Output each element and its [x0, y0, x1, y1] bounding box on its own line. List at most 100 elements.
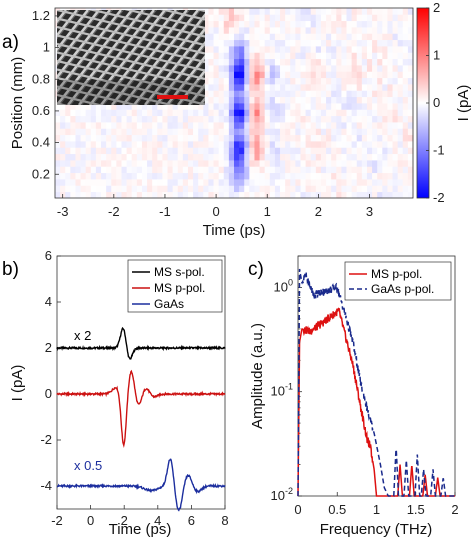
heatmap-cell	[331, 77, 337, 85]
heatmap-cell	[356, 65, 363, 72]
heatmap-cell	[269, 8, 276, 15]
heatmap-cell	[208, 147, 214, 155]
heatmap-cell	[356, 179, 363, 186]
heatmap-cell	[377, 33, 383, 41]
heatmap-cell	[280, 14, 286, 22]
lattice-shadow	[81, 10, 157, 105]
heatmap-cell	[336, 52, 342, 60]
heatmap-cell	[392, 128, 399, 136]
heatmap-cell	[111, 141, 117, 148]
heatmap-cell	[70, 160, 76, 167]
heatmap-cell	[203, 14, 209, 22]
heatmap-cell	[234, 103, 240, 110]
heatmap-cell	[208, 179, 214, 186]
heatmap-cell	[239, 134, 245, 142]
heatmap-cell	[315, 109, 322, 117]
heatmap-cell	[274, 96, 281, 104]
heatmap-cell	[392, 20, 399, 28]
heatmap-cell	[397, 166, 404, 174]
heatmap-cell	[264, 172, 271, 180]
heatmap-cell	[157, 191, 163, 199]
heatmap-cell	[60, 115, 66, 123]
heatmap-cell	[218, 58, 225, 66]
heatmap-cell	[254, 122, 260, 129]
heatmap-cell	[377, 14, 383, 22]
heatmap-cell	[101, 191, 107, 199]
heatmap-cell	[372, 166, 378, 174]
heatmap-cell	[264, 141, 271, 148]
heatmap-cell	[397, 109, 404, 117]
heatmap-cell	[203, 46, 209, 53]
x-tick-label: -2	[108, 204, 120, 219]
lattice-wall	[57, 10, 79, 38]
heatmap-cell	[223, 33, 230, 41]
heatmap-cell	[366, 20, 373, 28]
heatmap-cell	[310, 39, 317, 47]
heatmap-cell	[295, 115, 301, 123]
heatmap-cell	[193, 115, 199, 123]
heatmap-cell	[228, 39, 235, 47]
heatmap-cell	[208, 172, 214, 180]
heatmap-cell	[274, 122, 281, 129]
heatmap-cell	[387, 153, 393, 161]
heatmap-cell	[239, 166, 245, 174]
heatmap-cell	[290, 103, 296, 110]
heatmap-cell	[382, 20, 388, 28]
heatmap-cell	[234, 52, 240, 60]
heatmap-cell	[356, 122, 363, 129]
heatmap-cell	[290, 65, 296, 72]
heatmap-cell	[315, 52, 322, 60]
heatmap-cell	[60, 160, 66, 167]
heatmap-cell	[121, 141, 127, 148]
heatmap-cell	[341, 90, 347, 98]
heatmap-cell	[60, 172, 66, 180]
heatmap-cell	[90, 191, 97, 199]
heatmap-cell	[259, 27, 266, 34]
heatmap-cell	[106, 134, 112, 142]
heatmap-cell	[407, 191, 414, 199]
heatmap-cell	[407, 33, 414, 41]
heatmap-cell	[223, 27, 230, 34]
heatmap-cell	[198, 103, 204, 110]
heatmap-cell	[346, 33, 353, 41]
heatmap-cell	[382, 128, 388, 136]
heatmap-cell	[274, 115, 281, 123]
heatmap-cell	[331, 179, 337, 186]
heatmap-cell	[285, 84, 291, 91]
heatmap-cell	[351, 160, 358, 167]
heatmap-cell	[228, 122, 235, 129]
lattice-wall	[57, 76, 176, 105]
heatmap-cell	[239, 147, 245, 155]
heatmap-cell	[290, 96, 296, 104]
heatmap-cell	[397, 20, 404, 28]
heatmap-cell	[269, 115, 276, 123]
heatmap-cell	[346, 77, 353, 85]
heatmap-cell	[387, 115, 393, 123]
heatmap-cell	[269, 166, 276, 174]
heatmap-cell	[80, 172, 87, 180]
heatmap-cell	[239, 27, 245, 34]
heatmap-cell	[331, 27, 337, 34]
heatmap-cell	[106, 115, 112, 123]
heatmap-cell	[121, 179, 127, 186]
heatmap-cell	[382, 27, 388, 34]
heatmap-cell	[239, 46, 245, 53]
heatmap-cell	[402, 52, 409, 60]
heatmap-cell	[331, 122, 337, 129]
heatmap-cell	[259, 185, 266, 193]
heatmap-cell	[70, 128, 76, 136]
heatmap-cell	[259, 103, 266, 110]
heatmap-cell	[65, 141, 71, 148]
heatmap-cell	[285, 134, 291, 142]
heatmap-cell	[234, 77, 240, 85]
heatmap-cell	[162, 179, 168, 186]
heatmap-cell	[361, 77, 368, 85]
heatmap-cell	[65, 103, 71, 110]
heatmap-cell	[239, 90, 245, 98]
y-tick-label: 1.2	[32, 8, 50, 23]
heatmap-cell	[228, 134, 235, 142]
heatmap-cell	[361, 20, 368, 28]
heatmap-cell	[331, 109, 337, 117]
heatmap-cell	[75, 115, 81, 123]
heatmap-cell	[336, 84, 342, 91]
